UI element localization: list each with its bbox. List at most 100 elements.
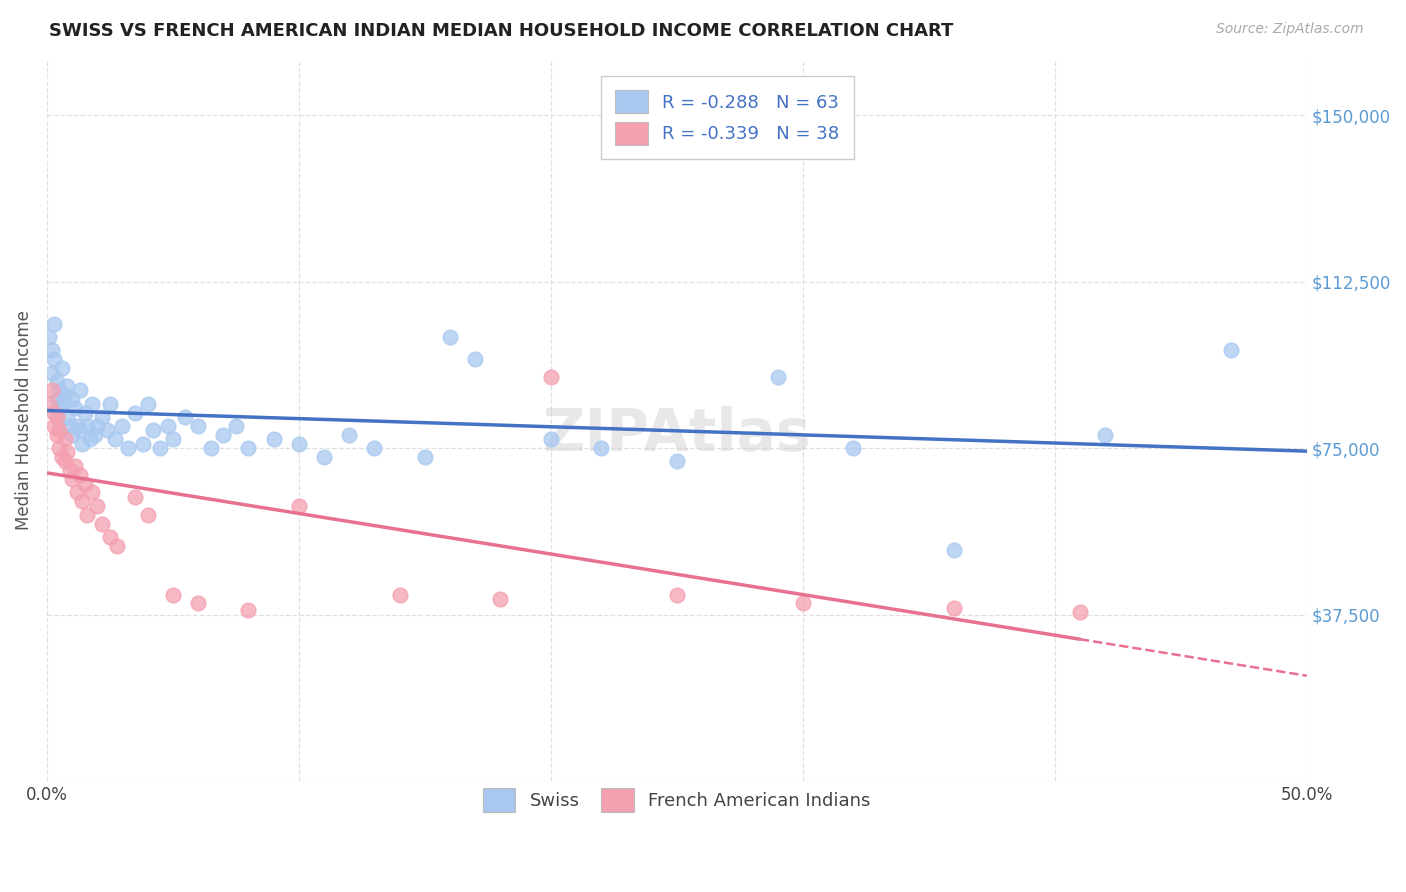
- Point: [124, 405, 146, 419]
- Point: [591, 441, 613, 455]
- Point: [48, 401, 70, 415]
- Point: [111, 418, 134, 433]
- Point: [56, 379, 79, 393]
- Point: [200, 441, 222, 455]
- Point: [98, 397, 121, 411]
- Point: [48, 423, 70, 437]
- Point: [70, 494, 93, 508]
- Point: [1220, 343, 1243, 358]
- Point: [38, 397, 60, 411]
- Point: [91, 516, 114, 531]
- Point: [82, 397, 104, 411]
- Point: [70, 436, 93, 450]
- Point: [63, 401, 86, 415]
- Point: [63, 458, 86, 473]
- Point: [48, 384, 70, 398]
- Text: Source: ZipAtlas.com: Source: ZipAtlas.com: [1216, 22, 1364, 37]
- Point: [76, 418, 98, 433]
- Point: [44, 405, 66, 419]
- Text: SWISS VS FRENCH AMERICAN INDIAN MEDIAN HOUSEHOLD INCOME CORRELATION CHART: SWISS VS FRENCH AMERICAN INDIAN MEDIAN H…: [49, 22, 953, 40]
- Point: [91, 409, 114, 424]
- Text: ZIPAtlas: ZIPAtlas: [543, 406, 811, 463]
- Point: [44, 418, 66, 433]
- Point: [86, 418, 108, 433]
- Point: [66, 485, 89, 500]
- Point: [842, 441, 865, 455]
- Point: [117, 441, 139, 455]
- Point: [665, 588, 688, 602]
- Point: [41, 343, 63, 358]
- Point: [388, 588, 411, 602]
- Point: [439, 330, 461, 344]
- Point: [60, 472, 83, 486]
- Point: [540, 432, 562, 446]
- Point: [136, 508, 159, 522]
- Point: [766, 370, 789, 384]
- Point: [86, 499, 108, 513]
- Point: [162, 432, 184, 446]
- Point: [58, 418, 80, 433]
- Point: [162, 588, 184, 602]
- Point: [187, 596, 209, 610]
- Point: [174, 409, 197, 424]
- Point: [142, 423, 165, 437]
- Point: [363, 441, 385, 455]
- Point: [79, 432, 101, 446]
- Point: [46, 375, 69, 389]
- Point: [225, 418, 247, 433]
- Point: [131, 436, 153, 450]
- Point: [238, 441, 260, 455]
- Point: [107, 539, 129, 553]
- Point: [44, 317, 66, 331]
- Point: [187, 418, 209, 433]
- Point: [53, 454, 76, 468]
- Point: [312, 450, 335, 464]
- Point: [464, 352, 486, 367]
- Point: [1094, 427, 1116, 442]
- Point: [69, 467, 91, 482]
- Point: [60, 427, 83, 442]
- Point: [98, 530, 121, 544]
- Point: [124, 490, 146, 504]
- Point: [53, 388, 76, 402]
- Y-axis label: Median Household Income: Median Household Income: [15, 310, 32, 530]
- Point: [943, 600, 966, 615]
- Point: [337, 427, 360, 442]
- Point: [51, 450, 73, 464]
- Point: [489, 592, 512, 607]
- Point: [41, 366, 63, 380]
- Point: [56, 445, 79, 459]
- Point: [1069, 605, 1091, 619]
- Point: [46, 409, 69, 424]
- Point: [44, 352, 66, 367]
- Point: [792, 596, 814, 610]
- Point: [76, 508, 98, 522]
- Point: [82, 485, 104, 500]
- Point: [38, 330, 60, 344]
- Point: [413, 450, 436, 464]
- Point: [60, 392, 83, 407]
- Point: [51, 361, 73, 376]
- Point: [56, 409, 79, 424]
- Point: [73, 405, 96, 419]
- Point: [96, 423, 118, 437]
- Point: [665, 454, 688, 468]
- Point: [288, 499, 311, 513]
- Point: [104, 432, 127, 446]
- Point: [58, 463, 80, 477]
- Point: [136, 397, 159, 411]
- Point: [41, 384, 63, 398]
- Point: [53, 432, 76, 446]
- Point: [238, 603, 260, 617]
- Point: [73, 476, 96, 491]
- Point: [943, 543, 966, 558]
- Point: [149, 441, 172, 455]
- Point: [66, 418, 89, 433]
- Point: [46, 427, 69, 442]
- Point: [69, 384, 91, 398]
- Point: [46, 392, 69, 407]
- Point: [51, 397, 73, 411]
- Point: [540, 370, 562, 384]
- Point: [48, 441, 70, 455]
- Point: [263, 432, 285, 446]
